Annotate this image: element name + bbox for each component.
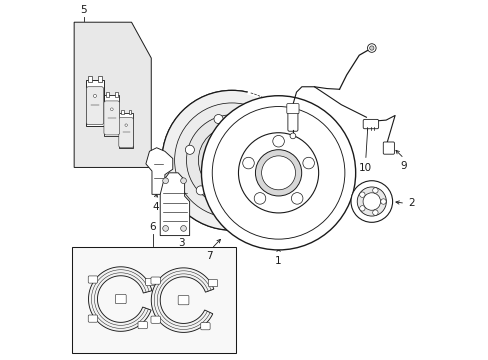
FancyBboxPatch shape — [208, 279, 217, 287]
FancyBboxPatch shape — [138, 321, 147, 329]
Text: 3: 3 — [178, 238, 184, 248]
FancyBboxPatch shape — [151, 277, 160, 284]
Circle shape — [367, 44, 375, 52]
FancyBboxPatch shape — [98, 76, 102, 82]
FancyBboxPatch shape — [286, 104, 298, 114]
Wedge shape — [162, 90, 301, 230]
Text: 10: 10 — [358, 163, 371, 173]
Circle shape — [369, 46, 373, 50]
Circle shape — [261, 156, 295, 190]
Circle shape — [180, 226, 186, 231]
Polygon shape — [74, 22, 151, 167]
Circle shape — [180, 178, 186, 184]
Circle shape — [255, 150, 301, 196]
Circle shape — [357, 187, 386, 216]
FancyBboxPatch shape — [128, 110, 131, 114]
Circle shape — [110, 108, 113, 111]
FancyBboxPatch shape — [88, 76, 92, 82]
Circle shape — [163, 226, 168, 231]
Circle shape — [372, 188, 377, 193]
FancyBboxPatch shape — [88, 315, 97, 322]
Bar — [72, 247, 235, 353]
Circle shape — [362, 193, 380, 210]
Circle shape — [267, 171, 277, 180]
FancyBboxPatch shape — [145, 278, 155, 285]
Circle shape — [174, 103, 289, 217]
FancyBboxPatch shape — [106, 92, 109, 97]
Circle shape — [186, 115, 277, 206]
FancyBboxPatch shape — [119, 113, 133, 148]
Circle shape — [196, 186, 205, 195]
Circle shape — [198, 127, 265, 194]
Circle shape — [254, 193, 265, 204]
Text: 4: 4 — [152, 202, 159, 212]
Circle shape — [380, 199, 386, 204]
FancyBboxPatch shape — [86, 87, 103, 125]
Text: 6: 6 — [149, 222, 156, 232]
Polygon shape — [88, 267, 152, 331]
Circle shape — [93, 94, 96, 98]
FancyBboxPatch shape — [363, 120, 378, 129]
FancyBboxPatch shape — [151, 316, 160, 323]
Circle shape — [291, 193, 302, 204]
Text: 5: 5 — [81, 5, 87, 15]
FancyBboxPatch shape — [86, 80, 103, 126]
Circle shape — [302, 157, 314, 169]
Circle shape — [272, 135, 284, 147]
Circle shape — [163, 178, 168, 184]
Circle shape — [124, 124, 127, 126]
Text: 8: 8 — [266, 115, 273, 125]
Circle shape — [242, 157, 254, 169]
FancyBboxPatch shape — [115, 294, 126, 304]
FancyBboxPatch shape — [114, 92, 117, 97]
Circle shape — [238, 133, 318, 213]
Circle shape — [359, 192, 365, 197]
Circle shape — [236, 198, 245, 207]
Circle shape — [350, 181, 392, 222]
FancyBboxPatch shape — [201, 323, 210, 330]
FancyBboxPatch shape — [88, 276, 97, 283]
Circle shape — [209, 138, 254, 183]
FancyBboxPatch shape — [383, 142, 394, 154]
Circle shape — [372, 210, 377, 215]
Circle shape — [201, 96, 355, 250]
Circle shape — [185, 145, 194, 154]
Circle shape — [212, 107, 344, 239]
Text: 9: 9 — [400, 161, 407, 171]
Polygon shape — [151, 268, 213, 332]
Text: 1: 1 — [275, 256, 281, 266]
FancyBboxPatch shape — [178, 296, 188, 305]
FancyBboxPatch shape — [121, 110, 123, 114]
FancyBboxPatch shape — [287, 111, 297, 131]
FancyBboxPatch shape — [104, 101, 120, 135]
Circle shape — [255, 122, 264, 132]
Text: 2: 2 — [408, 198, 414, 208]
FancyBboxPatch shape — [119, 118, 133, 148]
Text: 7: 7 — [206, 251, 213, 261]
Circle shape — [214, 114, 223, 123]
Polygon shape — [145, 148, 172, 194]
Circle shape — [289, 133, 295, 139]
Polygon shape — [160, 173, 189, 235]
Circle shape — [359, 206, 365, 211]
Circle shape — [162, 90, 301, 230]
FancyBboxPatch shape — [104, 95, 119, 136]
